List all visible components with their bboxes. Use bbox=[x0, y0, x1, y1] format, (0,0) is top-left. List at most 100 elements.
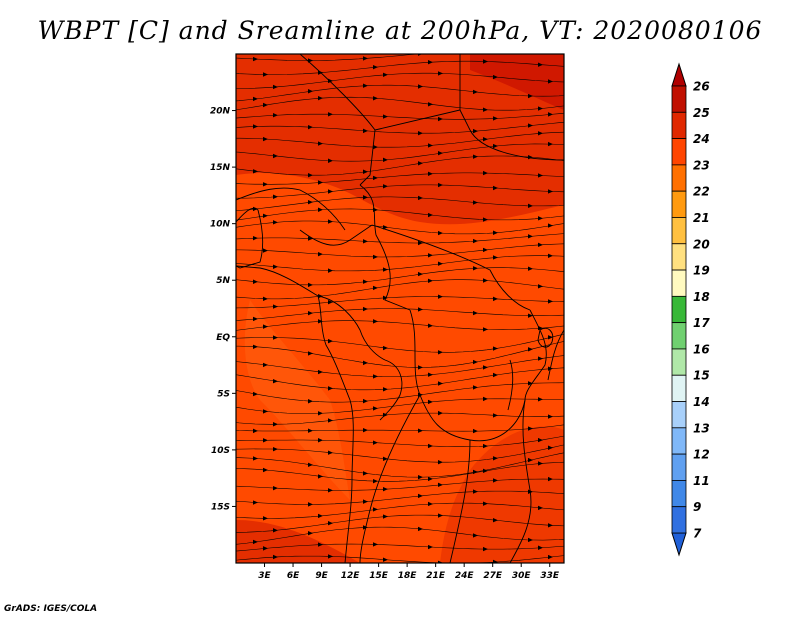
lon-tick-label: 21E bbox=[426, 571, 446, 581]
colorbar-label: 22 bbox=[693, 185, 710, 199]
streamline-arrow bbox=[438, 116, 443, 122]
streamline-arrow bbox=[253, 235, 258, 241]
streamline-arrow bbox=[273, 554, 278, 560]
streamline-arrow bbox=[373, 175, 378, 181]
streamline-arrow bbox=[253, 456, 258, 461]
field-warm-south bbox=[236, 520, 360, 563]
streamline-arrow bbox=[428, 253, 433, 258]
streamline-arrow bbox=[328, 299, 333, 305]
streamline bbox=[236, 208, 564, 221]
streamline bbox=[236, 333, 564, 353]
streamline-arrow bbox=[538, 356, 543, 361]
streamline-arrow bbox=[383, 157, 388, 163]
streamline-arrow bbox=[373, 406, 378, 411]
streamline-arrow bbox=[473, 154, 478, 159]
streamline-arrow bbox=[383, 184, 388, 189]
streamline-arrow bbox=[263, 102, 268, 108]
streamline-arrow bbox=[308, 172, 313, 178]
streamline-arrow bbox=[528, 234, 533, 239]
streamline-arrow bbox=[493, 116, 498, 121]
streamline-arrow bbox=[548, 253, 553, 258]
colorbar-swatch bbox=[671, 111, 687, 139]
colorbar-swatch bbox=[671, 348, 687, 376]
streamline-arrow bbox=[263, 296, 268, 302]
map-frame bbox=[235, 53, 565, 564]
streamline-arrow bbox=[273, 335, 278, 340]
streamline-arrow bbox=[273, 153, 278, 159]
streamline-arrow bbox=[328, 450, 333, 455]
streamline-arrow bbox=[538, 131, 543, 136]
streamline bbox=[236, 435, 564, 447]
colorbar: 7 9 11 12 13 14 15 16 17 18 19 20 21 22 23 24 25 26 bbox=[671, 62, 710, 557]
streamline-arrow bbox=[383, 267, 388, 272]
streamline-arrow bbox=[308, 89, 313, 94]
border-11 bbox=[299, 224, 373, 246]
streamline-arrow bbox=[318, 251, 323, 257]
streamline-arrow bbox=[273, 84, 278, 90]
streamline-arrow bbox=[373, 144, 378, 150]
streamline bbox=[236, 131, 564, 148]
streamline-arrow bbox=[428, 476, 433, 482]
streamline bbox=[236, 60, 564, 75]
streamline-arrow bbox=[548, 112, 553, 117]
streamline-arrow bbox=[473, 428, 478, 434]
streamline-arrow bbox=[363, 499, 368, 504]
streamline-arrow bbox=[483, 546, 488, 552]
latitude-axis: 20N 15N 10N 5N EQ 5S 10S 15S bbox=[210, 107, 236, 512]
colorbar-swatch bbox=[671, 480, 687, 508]
streamline-arrow bbox=[263, 467, 268, 473]
streamline-arrow bbox=[318, 319, 323, 324]
streamline-arrow bbox=[373, 374, 378, 379]
streamline-arrow bbox=[328, 78, 333, 84]
streamline-arrow bbox=[328, 554, 333, 559]
streamline bbox=[236, 478, 564, 491]
streamline-arrow bbox=[328, 219, 333, 224]
streamline-arrow bbox=[438, 294, 443, 299]
streamline bbox=[236, 155, 564, 176]
wbpt-field bbox=[236, 54, 564, 563]
streamline bbox=[236, 502, 564, 519]
streamline-arrow bbox=[438, 150, 443, 156]
streamline-arrow bbox=[318, 95, 323, 101]
streamline bbox=[236, 196, 564, 212]
streamline bbox=[236, 367, 564, 391]
streamline-arrow bbox=[273, 422, 278, 427]
streamline-arrow bbox=[273, 194, 278, 199]
colorbar-label: 20 bbox=[693, 237, 710, 251]
streamline-arrow bbox=[528, 266, 533, 271]
streamline-arrow bbox=[328, 418, 333, 423]
streamline-arrow bbox=[528, 154, 533, 160]
colorbar-label: 9 bbox=[693, 500, 701, 514]
border-8 bbox=[359, 394, 421, 563]
streamline bbox=[236, 112, 564, 120]
streamline-arrow bbox=[548, 189, 553, 194]
streamline-arrow bbox=[548, 445, 553, 450]
streamline-arrow bbox=[273, 485, 278, 491]
streamline-arrow bbox=[373, 478, 378, 484]
streamline-arrow bbox=[263, 516, 268, 521]
streamline-arrow bbox=[373, 285, 378, 291]
streamline-arrow bbox=[373, 254, 378, 260]
coast-east bbox=[547, 329, 564, 381]
streamline-arrow bbox=[328, 158, 333, 163]
lake-outline bbox=[537, 327, 554, 348]
streamline-arrow bbox=[253, 500, 258, 505]
streamline-arrow bbox=[263, 136, 268, 142]
coastline-gulf bbox=[236, 265, 354, 563]
streamline-arrow bbox=[273, 446, 278, 452]
streamline-arrow bbox=[273, 264, 278, 269]
streamline-arrow bbox=[383, 295, 388, 301]
lat-tick-label: 10S bbox=[211, 446, 230, 456]
streamline-arrow bbox=[363, 56, 368, 61]
streamline-arrow bbox=[538, 437, 543, 443]
streamline-arrow bbox=[263, 324, 268, 329]
streamline-arrow bbox=[473, 238, 478, 244]
streamline bbox=[236, 424, 564, 432]
streamline-arrow bbox=[428, 278, 433, 284]
streamline-arrow bbox=[308, 428, 313, 433]
streamline-arrow bbox=[308, 502, 313, 507]
streamline-arrow bbox=[253, 391, 258, 397]
colorbar-swatch bbox=[671, 243, 687, 271]
border-12 bbox=[236, 187, 346, 231]
